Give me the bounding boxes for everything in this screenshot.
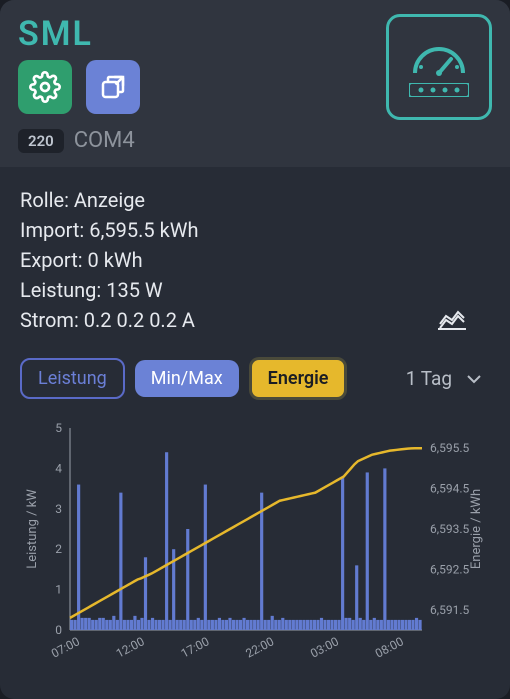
port-label: COM4 — [74, 128, 135, 153]
svg-text:5: 5 — [55, 421, 62, 435]
svg-text:2: 2 — [55, 542, 62, 556]
svg-text:07:00: 07:00 — [49, 634, 82, 661]
svg-text:6,595.5: 6,595.5 — [430, 441, 470, 455]
gear-icon — [29, 71, 61, 103]
device-card: SML 220 COM4 Rolle: Anzeige Import: 6,59… — [0, 0, 510, 699]
info-rolle: Rolle: Anzeige — [20, 188, 490, 212]
expand-button[interactable] — [86, 60, 140, 114]
info-import: Import: 6,595.5 kWh — [20, 218, 490, 242]
svg-text:1: 1 — [55, 583, 62, 597]
meter-dots-icon — [409, 83, 469, 97]
svg-text:08:00: 08:00 — [373, 634, 406, 661]
info-strom: Strom: 0.2 0.2 0.2 A — [20, 308, 490, 332]
chart: 0 1 2 3 4 5 6,591.5 6,592.5 6,593.5 6,594.5 6,595.… — [20, 418, 490, 689]
range-label: 1 Tag — [406, 367, 452, 390]
segment-minmax[interactable]: Min/Max — [135, 360, 239, 397]
svg-text:3: 3 — [55, 502, 62, 516]
svg-text:6,591.5: 6,591.5 — [430, 603, 470, 617]
card-body: Rolle: Anzeige Import: 6,595.5 kWh Expor… — [0, 167, 510, 699]
info-leistung: Leistung: 135 W — [20, 278, 490, 302]
svg-text:0: 0 — [55, 623, 62, 637]
device-id-badge: 220 — [18, 129, 64, 153]
svg-text:6,592.5: 6,592.5 — [430, 562, 470, 576]
svg-text:17:00: 17:00 — [179, 634, 212, 661]
card-header: SML 220 COM4 — [0, 0, 510, 167]
svg-text:6,594.5: 6,594.5 — [430, 482, 470, 496]
svg-text:6,593.5: 6,593.5 — [430, 522, 470, 536]
chart-toggle-button[interactable] — [438, 308, 466, 335]
chart-icon — [438, 308, 466, 330]
svg-text:12:00: 12:00 — [114, 634, 147, 661]
gauge-icon — [407, 37, 471, 77]
svg-text:22:00: 22:00 — [243, 634, 276, 661]
meter-icon — [386, 14, 492, 120]
info-export: Export: 0 kWh — [20, 248, 490, 272]
svg-text:4: 4 — [55, 461, 62, 475]
settings-button[interactable] — [18, 60, 72, 114]
chart-svg: 0 1 2 3 4 5 6,591.5 6,592.5 6,593.5 6,594.5 6,595.… — [20, 418, 490, 678]
segment-leistung[interactable]: Leistung — [20, 358, 125, 399]
segment-energie[interactable]: Energie — [249, 357, 348, 400]
chevron-down-icon — [466, 374, 482, 384]
svg-text:03:00: 03:00 — [308, 634, 341, 661]
svg-text:Leistung / kW: Leistung / kW — [25, 489, 40, 569]
range-select[interactable]: 1 Tag — [363, 367, 490, 390]
svg-text:Energie / kWh: Energie / kWh — [469, 489, 484, 569]
expand-icon — [98, 72, 128, 102]
segment-row: Leistung Min/Max Energie 1 Tag — [20, 357, 490, 400]
port-row: 220 COM4 — [18, 128, 492, 153]
